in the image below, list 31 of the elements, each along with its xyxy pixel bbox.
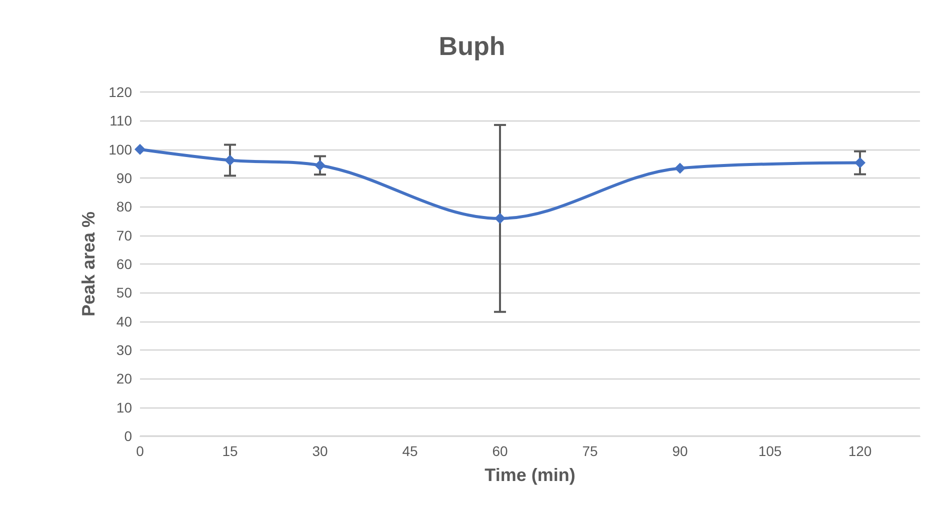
x-tick-label: 60 [492,443,508,459]
x-tick-label: 120 [848,443,872,459]
y-tick-label: 30 [116,342,132,358]
x-tick-label: 75 [582,443,598,459]
x-tick-label: 90 [672,443,688,459]
point [854,157,866,168]
y-tick-label: 40 [116,313,132,330]
y-tick-label: 0 [124,428,132,444]
x-tick-label: 30 [312,443,328,459]
y-tick-label: 90 [116,170,132,186]
y-tick-label: 100 [108,141,132,158]
y-tick-label: 120 [108,84,132,100]
y-axis-title: Peak area % [78,211,99,317]
point [314,160,326,171]
y-tick-label: 10 [116,399,132,416]
chart-title: Buph [438,31,506,61]
x-tick-label: 0 [136,443,144,459]
point [224,154,236,166]
y-tick-label: 80 [116,198,132,215]
x-tick-label: 105 [758,443,782,459]
x-axis-title: Time (min) [484,465,576,485]
point [674,162,686,174]
y-tick-label: 110 [110,112,132,129]
y-tick-label: 60 [116,256,132,272]
y-tick-label: 50 [116,284,132,301]
x-tick-label: 45 [402,443,418,459]
point [134,144,146,155]
point [494,212,506,224]
x-tick-label: 15 [222,443,238,459]
y-tick-label: 20 [116,370,132,387]
y-tick-label: 70 [116,227,132,244]
